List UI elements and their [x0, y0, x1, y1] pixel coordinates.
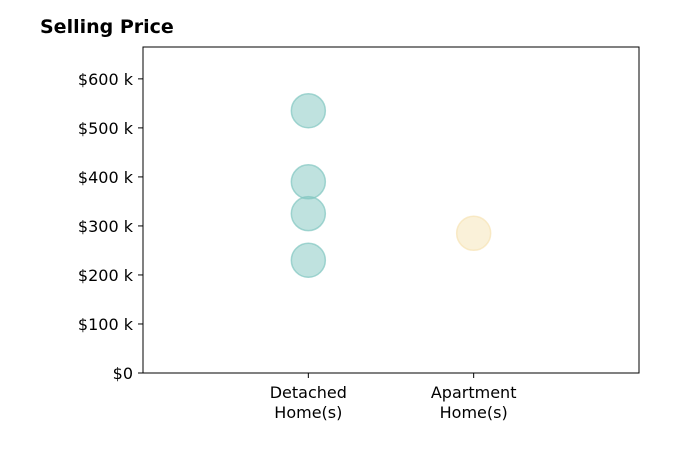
x-tick-label: Apartment Home(s) — [431, 383, 517, 422]
y-tick-label: $300 k — [78, 217, 134, 236]
data-point — [290, 242, 327, 278]
y-tick-label: $500 k — [78, 119, 134, 138]
data-point — [290, 164, 327, 200]
data-point — [455, 215, 492, 252]
data-point — [290, 92, 327, 129]
data-points — [290, 92, 492, 278]
plot-frame — [142, 46, 640, 374]
x-tick-label: Detached Home(s) — [270, 383, 347, 422]
y-tick-label: $100 k — [78, 315, 134, 334]
data-point — [290, 195, 327, 232]
x-axis: Detached Home(s) Apartment Home(s) — [270, 373, 517, 422]
y-tick-label: $200 k — [78, 266, 134, 285]
y-axis: $0 $100 k $200 k $300 k $400 k $500 k $600 k — [78, 70, 143, 383]
chart-title: Selling Price — [40, 16, 174, 38]
y-tick-label: $0 — [113, 364, 133, 383]
y-tick-label: $400 k — [78, 168, 134, 187]
y-tick-label: $600 k — [78, 70, 134, 89]
